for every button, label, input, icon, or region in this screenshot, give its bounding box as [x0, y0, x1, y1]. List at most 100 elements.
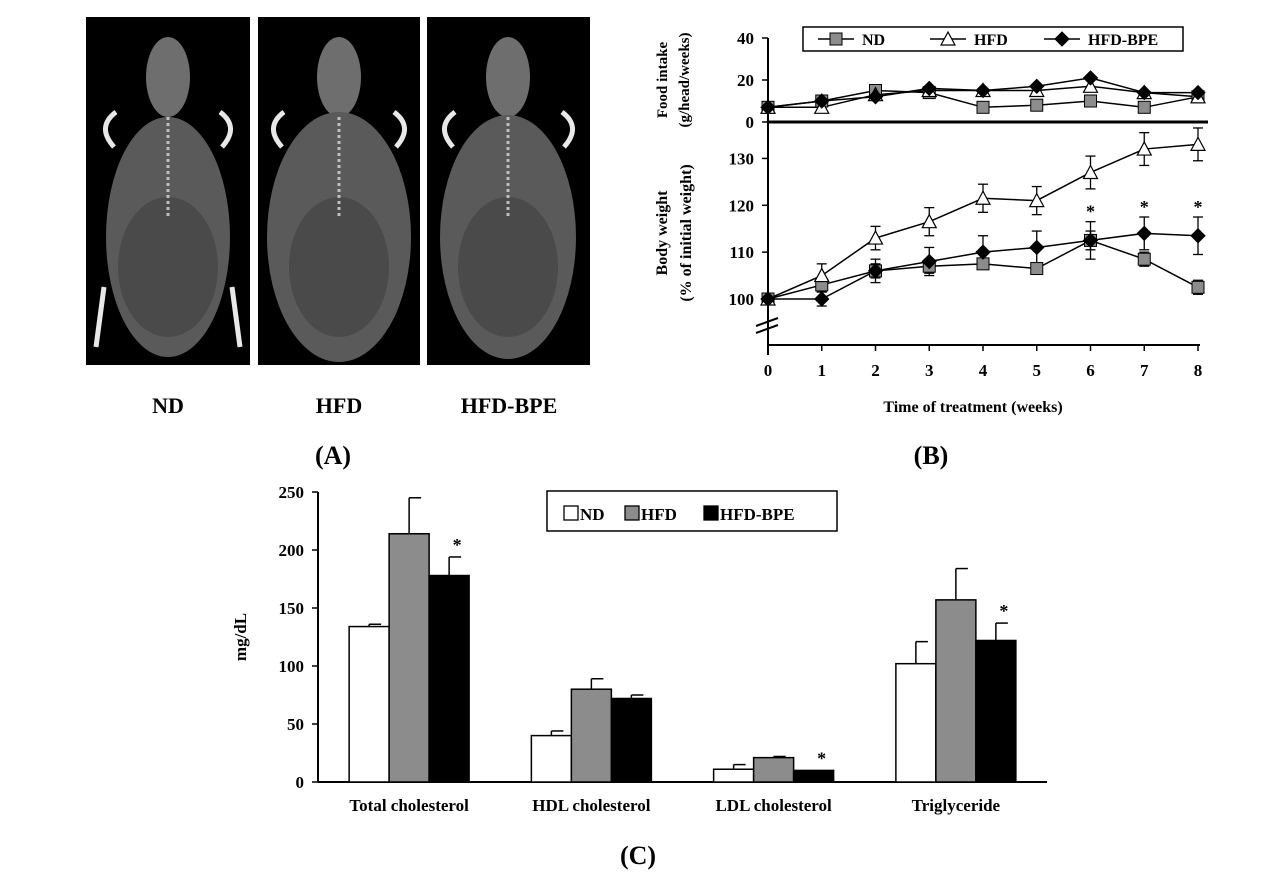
- bar: [428, 574, 470, 783]
- weight-point: [1028, 192, 1045, 208]
- food-point: [760, 99, 776, 116]
- food-point: [976, 100, 990, 114]
- food-point: [1029, 78, 1045, 95]
- food-point: [867, 89, 884, 105]
- x-tick-label: 8: [1194, 361, 1203, 380]
- bar: [530, 734, 573, 783]
- panel-label-b: (B): [914, 441, 949, 470]
- ct-caption-hfd-bpe: HFD-BPE: [461, 393, 558, 418]
- food-y-tick-label: 20: [737, 71, 754, 90]
- weight-point: [1082, 164, 1099, 180]
- panel-label-a: (A): [315, 441, 351, 470]
- axis-break: [755, 317, 779, 327]
- bar: [935, 599, 977, 783]
- weight-point: [1136, 140, 1153, 156]
- food-point: [1082, 70, 1099, 86]
- significance-marker: *: [453, 535, 462, 555]
- bar: [712, 768, 755, 783]
- ct-scan-hfd: [258, 17, 420, 365]
- bar: [895, 662, 937, 783]
- x-tick-label: 3: [925, 361, 934, 380]
- ct-scan-hfd-bpe: [427, 17, 590, 365]
- significance-marker: *: [1086, 202, 1095, 222]
- significance-marker: *: [999, 601, 1008, 621]
- ct-scan-nd: [86, 17, 250, 365]
- panel-label-c: (C): [620, 841, 656, 870]
- x-tick-label: 2: [871, 361, 880, 380]
- weight-series-line: [767, 143, 1199, 300]
- x-tick-label: 6: [1086, 361, 1095, 380]
- legend-swatch: [624, 505, 640, 521]
- bar: [975, 639, 1017, 783]
- food-point: [1137, 100, 1151, 114]
- food-point: [921, 80, 937, 97]
- weight-y-label: (% of initial weight): [678, 164, 695, 301]
- weight-point: [1191, 280, 1205, 294]
- bar-y-tick-label: 250: [279, 483, 305, 502]
- significance-marker: *: [817, 748, 826, 768]
- x-tick-label: 7: [1140, 361, 1149, 380]
- x-tick-label: 4: [979, 361, 988, 380]
- legend-swatch: [703, 505, 719, 521]
- category-label: LDL cholesterol: [715, 796, 832, 815]
- mouse-ct-silhouette: [267, 37, 411, 362]
- food-point: [1082, 78, 1099, 93]
- food-point: [1030, 98, 1044, 112]
- ct-caption-nd: ND: [152, 393, 184, 418]
- weight-point: [921, 213, 938, 229]
- weight-point: [867, 229, 884, 245]
- x-tick-label: 0: [764, 361, 773, 380]
- legend-marker: [1054, 31, 1070, 47]
- bar-y-tick-label: 200: [279, 541, 305, 560]
- bar: [570, 688, 613, 783]
- ct-caption-hfd: HFD: [316, 393, 362, 418]
- panel-c-chart: 0 50 100 150 200 250 mg/dL Total cholesterol HDL…: [231, 483, 1047, 815]
- food-point: [814, 93, 830, 109]
- weight-point: [1190, 228, 1206, 244]
- legend-label: HFD: [974, 32, 1008, 49]
- mouse-ct-silhouette: [440, 37, 576, 359]
- weight-point: [974, 189, 992, 205]
- legend-label: HFD-BPE: [1088, 32, 1158, 49]
- food-y-tick-label: 40: [737, 29, 754, 48]
- weight-point: [1189, 136, 1207, 151]
- bar: [388, 533, 430, 783]
- weight-point: [867, 263, 884, 279]
- weight-point: [760, 291, 776, 307]
- x-tick-label: 1: [818, 361, 827, 380]
- food-y-label: (g/head/weeks): [677, 33, 693, 128]
- weight-y-tick-label: 130: [729, 149, 755, 168]
- weight-point: [921, 253, 937, 270]
- weight-point: [1137, 252, 1151, 266]
- bar-y-tick-label: 50: [287, 715, 304, 734]
- category-label: HDL cholesterol: [532, 796, 650, 815]
- food-point: [1084, 94, 1097, 108]
- weight-y-label: Body weight: [654, 190, 671, 276]
- food-point: [1136, 84, 1152, 101]
- x-axis-label: Time of treatment (weeks): [883, 399, 1062, 416]
- mouse-ct-silhouette: [93, 37, 243, 357]
- axis-break: [755, 324, 779, 334]
- bar: [752, 756, 795, 783]
- significance-marker: *: [1194, 197, 1203, 217]
- weight-y-tick-label: 120: [729, 196, 755, 215]
- food-y-tick-label: 0: [746, 113, 755, 132]
- weight-point: [1030, 262, 1044, 276]
- weight-point: [975, 244, 991, 260]
- bar: [792, 769, 835, 783]
- legend-swatch: [563, 505, 579, 521]
- bar-y-tick-label: 100: [279, 657, 305, 676]
- category-label: Total cholesterol: [349, 796, 469, 815]
- x-tick-label: 5: [1033, 361, 1042, 380]
- legend-label: ND: [862, 32, 885, 49]
- significance-marker: *: [1140, 197, 1149, 217]
- legend-marker: [939, 30, 957, 46]
- weight-point: [1082, 232, 1099, 249]
- weight-point: [1029, 239, 1045, 256]
- category-label: Triglyceride: [912, 796, 1001, 815]
- weight-point: [814, 291, 830, 307]
- legend-label: HFD-BPE: [720, 505, 795, 524]
- food-legend-box: [802, 26, 1184, 52]
